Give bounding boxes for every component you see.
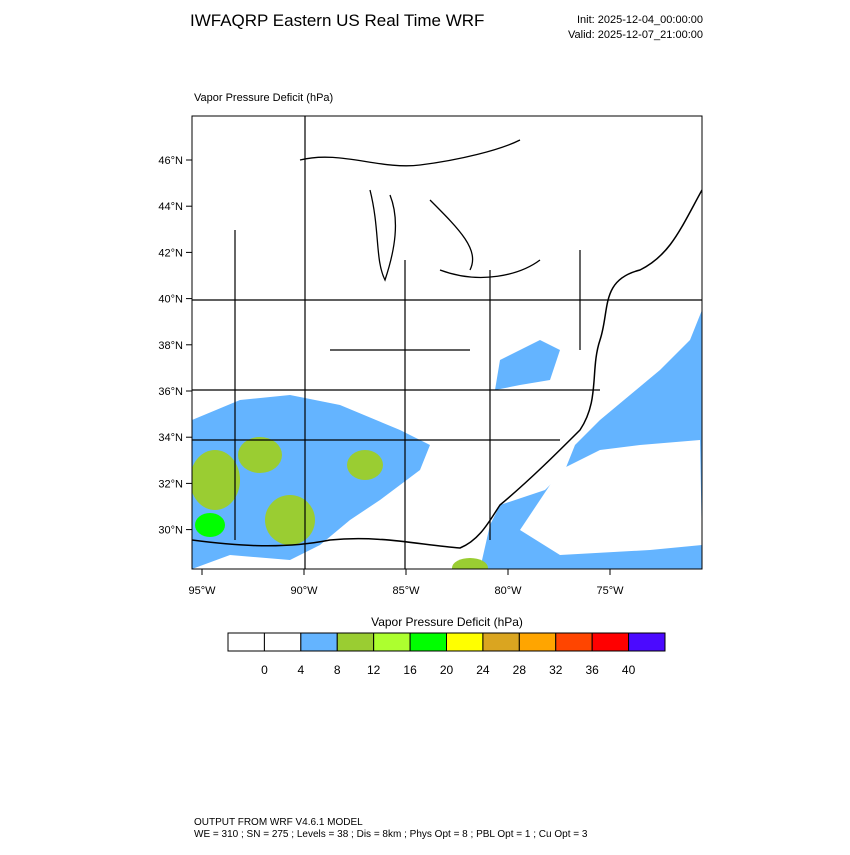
colorbar-label: 36 [585, 663, 599, 677]
colorbar-box [446, 632, 484, 652]
coastline [192, 189, 702, 549]
colorbar-label: 28 [513, 663, 527, 677]
lon-label: 95°W [188, 585, 216, 597]
lon-label: 90°W [290, 585, 318, 597]
lat-labels: 46°N 44°N 42°N 40°N 38°N 36°N 34°N 32°N 30°N [158, 155, 192, 537]
lat-label: 36°N [158, 386, 183, 398]
colorbar-box [591, 632, 630, 652]
valid-time: Valid: 2025-12-07_21:00:00 [568, 29, 703, 41]
footer-line: WE = 310 ; SN = 275 ; Levels = 38 ; Dis … [194, 829, 588, 840]
colorbar-box [263, 632, 302, 652]
colorbar-label: 0 [261, 663, 268, 677]
lon-label: 80°W [494, 585, 522, 597]
colorbar-label: 32 [549, 663, 563, 677]
colorbar-label: 16 [403, 663, 417, 677]
lon-labels: 95°W 90°W 85°W 80°W 75°W [188, 569, 624, 597]
state-borders [192, 116, 702, 569]
great-lakes [299, 139, 541, 282]
low-vpd-ocean [520, 440, 702, 555]
lat-label: 44°N [158, 201, 183, 213]
colorbar-box [300, 632, 338, 652]
colorbar-box [373, 632, 411, 652]
colorbar-label: 4 [297, 663, 304, 677]
lat-label: 40°N [158, 294, 183, 306]
colorbar-label: 12 [367, 663, 381, 677]
colorbar-box [336, 632, 375, 652]
colorbar-box [555, 632, 593, 652]
colorbar-box [628, 632, 666, 652]
vpd-east [495, 340, 560, 390]
colorbar-title: Vapor Pressure Deficit (hPa) [371, 615, 523, 629]
colorbar-label: 20 [440, 663, 454, 677]
lon-label: 85°W [392, 585, 420, 597]
lat-label: 46°N [158, 155, 183, 167]
vpd-green [238, 437, 282, 473]
colorbar: 0 4 8 12 16 20 24 28 32 36 40 [227, 632, 666, 677]
lon-label: 75°W [596, 585, 624, 597]
init-time: Init: 2025-12-04_00:00:00 [577, 14, 703, 26]
colorbar-box [227, 632, 265, 652]
lat-label: 42°N [158, 247, 183, 259]
map: 46°N 44°N 42°N 40°N 38°N 36°N 34°N 32°N 30°N 95°… [158, 115, 703, 597]
vpd-green [452, 558, 488, 569]
vpd-green [265, 495, 315, 545]
map-subtitle: Vapor Pressure Deficit (hPa) [194, 92, 333, 104]
title: IWFAQRP Eastern US Real Time WRF [190, 11, 484, 30]
colorbar-box [409, 632, 448, 652]
colorbar-label: 8 [334, 663, 341, 677]
colorbar-label: 40 [622, 663, 636, 677]
colorbar-box [482, 632, 520, 652]
colorbar-label: 24 [476, 663, 490, 677]
vpd-lime [195, 513, 225, 537]
vpd-green [347, 450, 383, 480]
lat-label: 38°N [158, 340, 183, 352]
colorbar-box [518, 632, 557, 652]
lat-label: 34°N [158, 432, 183, 444]
lat-label: 32°N [158, 478, 183, 490]
lat-label: 30°N [158, 525, 183, 537]
footer-line: OUTPUT FROM WRF V4.6.1 MODEL [194, 817, 363, 828]
vpd-green [192, 450, 240, 510]
map-frame [191, 115, 703, 570]
